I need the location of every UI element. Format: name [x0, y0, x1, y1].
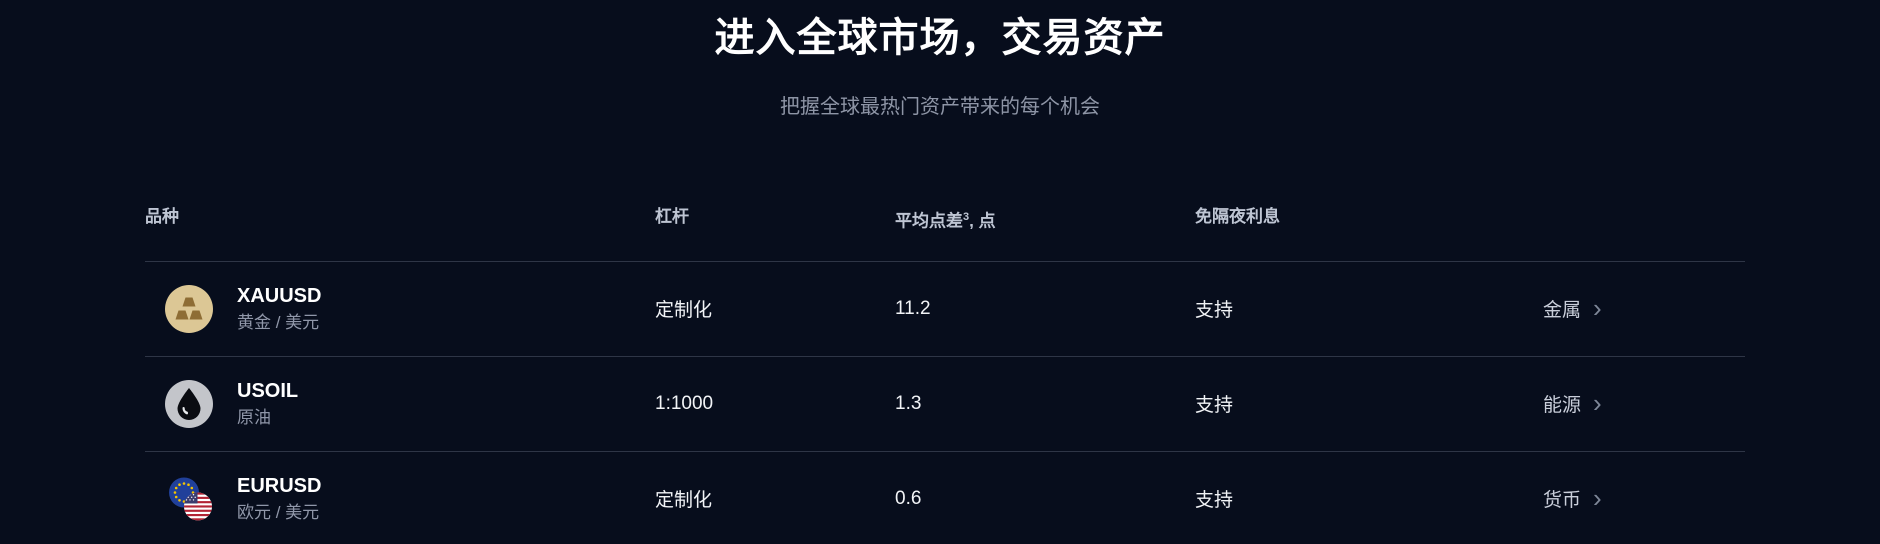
page-title: 进入全球市场，交易资产	[714, 16, 1166, 60]
gold-bars-icon	[165, 284, 213, 333]
column-header-swap-free: 免隔夜利息	[1195, 207, 1280, 226]
category-link-currencies[interactable]: 货币 ›	[1505, 485, 1745, 512]
swap-free-value: 支持	[1195, 300, 1234, 322]
leverage-value: 1:1000	[655, 392, 714, 414]
footnote-marker: 3	[963, 211, 970, 223]
eur-usd-flags-icon	[169, 477, 212, 521]
category-link-label: 货币	[1543, 490, 1582, 512]
spread-value: 0.6	[895, 487, 922, 509]
leverage-value: 定制化	[655, 490, 713, 512]
symbol-code: USOIL	[237, 379, 299, 402]
chevron-right-icon: ›	[1593, 388, 1602, 419]
category-link-label: 金属	[1543, 300, 1582, 322]
chevron-right-icon: ›	[1593, 293, 1602, 324]
column-header-symbol: 品种	[145, 207, 179, 226]
symbol-code: EURUSD	[237, 474, 322, 497]
table-header-row: 品种 杠杆 平均点差3, 点 免隔夜利息	[145, 206, 1745, 261]
category-link-metals[interactable]: 金属 ›	[1505, 295, 1745, 322]
chevron-right-icon: ›	[1593, 483, 1602, 514]
symbol-cell: EURUSD 欧元 / 美元	[145, 473, 655, 525]
column-header-spread: 平均点差3, 点	[895, 211, 996, 231]
spread-value: 1.3	[895, 392, 922, 414]
table-row: EURUSD 欧元 / 美元 定制化 0.6 支持 货币 ›	[145, 450, 1745, 544]
page-subtitle: 把握全球最热门资产带来的每个机会	[780, 96, 1100, 118]
symbol-cell: XAUUSD 黄金 / 美元	[145, 283, 655, 335]
symbol-code: XAUUSD	[237, 284, 322, 307]
leverage-value: 定制化	[655, 300, 713, 322]
symbol-name: 欧元 / 美元	[237, 502, 320, 522]
swap-free-value: 支持	[1195, 490, 1234, 512]
hero-section: 进入全球市场，交易资产 把握全球最热门资产带来的每个机会	[0, 0, 1880, 122]
markets-table: 品种 杠杆 平均点差3, 点 免隔夜利息 XAUUSD 黄金 / 美元 定制化 …	[145, 206, 1745, 544]
table-row: XAUUSD 黄金 / 美元 定制化 11.2 支持 金属 ›	[145, 260, 1745, 356]
category-link-energy[interactable]: 能源 ›	[1505, 390, 1745, 417]
symbol-name: 黄金 / 美元	[237, 312, 320, 332]
spread-value: 11.2	[895, 297, 931, 319]
swap-free-value: 支持	[1195, 395, 1234, 417]
table-row: USOIL 原油 1:1000 1.3 支持 能源 ›	[145, 355, 1745, 451]
symbol-cell: USOIL 原油	[145, 378, 655, 430]
symbol-name: 原油	[237, 407, 271, 427]
category-link-label: 能源	[1543, 395, 1582, 417]
oil-drop-icon	[165, 379, 213, 428]
column-header-leverage: 杠杆	[655, 207, 689, 226]
